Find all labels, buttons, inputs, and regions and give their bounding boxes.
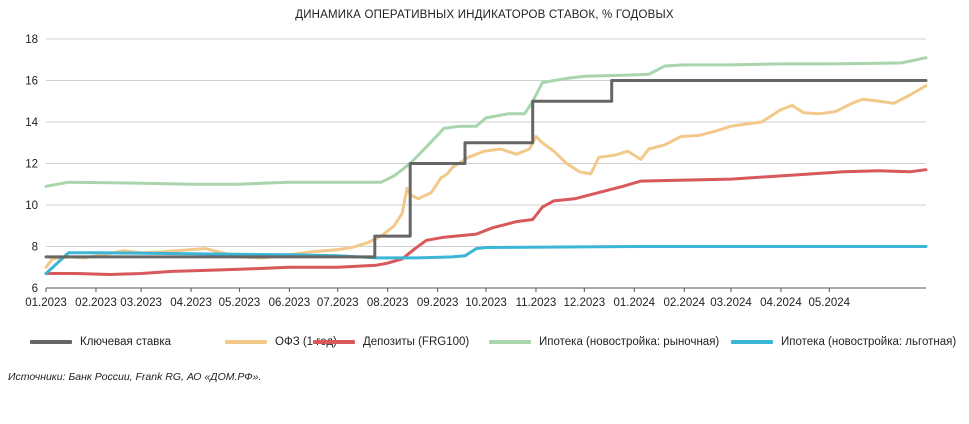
y-tick-label: 6: [32, 283, 38, 295]
series-line: [44, 168, 928, 276]
y-tick-label: 14: [25, 117, 38, 129]
y-tick-label: 12: [25, 159, 38, 171]
x-tick-label: 05.2024: [809, 297, 851, 309]
x-tick-label: 02.2024: [663, 297, 705, 309]
x-tick-label: 02.2023: [75, 297, 117, 309]
y-tick-label: 16: [25, 76, 38, 88]
legend-label: Ипотека (новостройка: рыночная): [539, 336, 720, 348]
legend-item: Депозиты (FRG100): [313, 336, 469, 348]
x-tick-label: 06.2023: [269, 297, 311, 309]
legend-item: ОФЗ (1 год): [225, 336, 337, 348]
legend-item: Ключевая ставка: [30, 336, 171, 348]
legend-swatch: [489, 340, 531, 344]
legend-swatch: [731, 340, 773, 344]
legend-swatch: [313, 340, 355, 344]
x-tick-label: 01.2023: [25, 297, 67, 309]
legend-swatch: [225, 340, 267, 344]
x-tick-label: 08.2023: [367, 297, 409, 309]
legend-label: ОФЗ (1 год): [275, 336, 337, 348]
chart-title: ДИНАМИКА ОПЕРАТИВНЫХ ИНДИКАТОРОВ СТАВОК,…: [295, 9, 674, 21]
y-axis-ticks: 6 8 10 12 14 16 18: [25, 34, 38, 295]
x-tick-label: 04.2023: [170, 297, 212, 309]
legend-swatch: [30, 340, 72, 344]
series-line: [44, 56, 928, 188]
source-note: Источники: Банк России, Frank RG, АО «ДО…: [8, 371, 262, 383]
legend: Ключевая ставка ОФЗ (1 год) Депозиты (FRG1…: [30, 336, 960, 358]
x-axis: 01.2023 02.2023 03.2023 04.2023 05.2023 06.20…: [25, 287, 926, 309]
y-tick-label: 8: [32, 242, 38, 254]
legend-item: Ипотека (новостройка: льготная): [731, 336, 956, 348]
series-line: [44, 245, 928, 275]
x-tick-label: 04.2024: [760, 297, 802, 309]
x-tick-label: 01.2024: [613, 297, 655, 309]
x-tick-label: 09.2023: [417, 297, 459, 309]
x-tick-label: 03.2023: [120, 297, 162, 309]
x-tick-label: 10.2023: [465, 297, 507, 309]
legend-label: Ключевая ставка: [80, 336, 172, 348]
series-lines: [44, 56, 928, 276]
legend-label: Ипотека (новостройка: льготная): [781, 336, 957, 348]
x-tick-label: 03.2024: [710, 297, 752, 309]
x-tick-label: 11.2023: [516, 297, 557, 309]
legend-item: Ипотека (новостройка: рыночная): [489, 336, 719, 348]
x-tick-label: 07.2023: [317, 297, 359, 309]
series-line: [44, 79, 928, 259]
legend-label: Депозиты (FRG100): [363, 336, 470, 348]
y-tick-label: 18: [25, 34, 38, 46]
chart-plot: 6 8 10 12 14 16 18 01.2023 02.2023 03.2023 04.202…: [25, 34, 928, 309]
x-tick-label: 05.2023: [219, 297, 261, 309]
y-tick-label: 10: [25, 200, 38, 212]
x-tick-label: 12.2023: [564, 297, 606, 309]
